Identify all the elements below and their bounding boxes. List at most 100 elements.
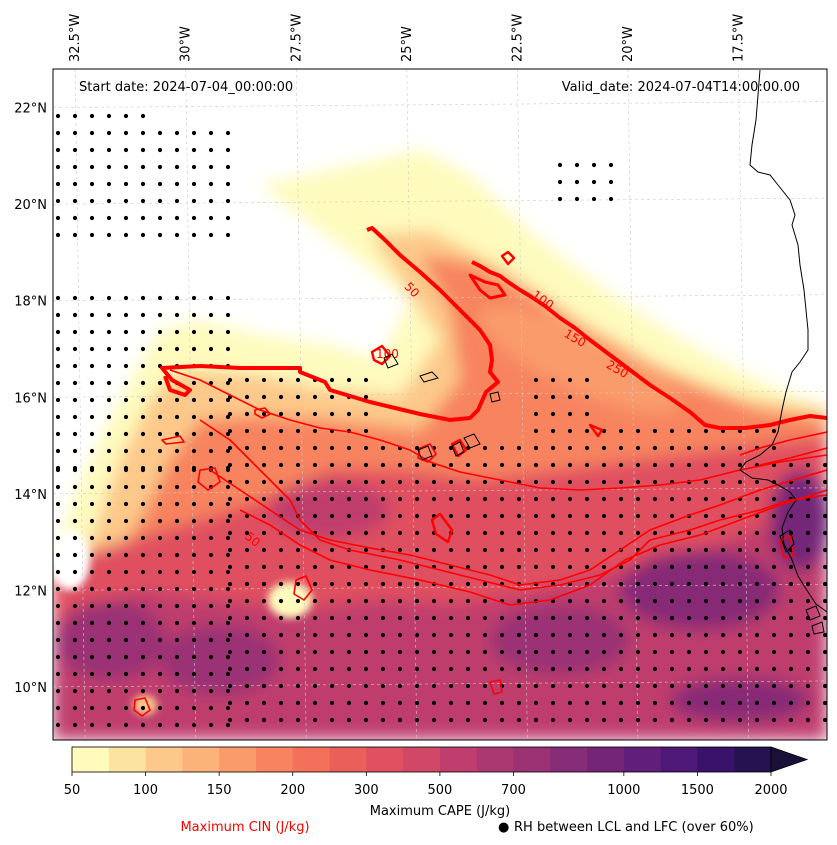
rh-dot xyxy=(191,346,197,352)
rh-dot xyxy=(414,581,420,587)
rh-dot xyxy=(584,411,590,417)
rh-dot xyxy=(754,564,760,570)
rh-dot xyxy=(363,445,369,451)
rh-dot xyxy=(720,598,726,604)
rh-dot xyxy=(482,666,488,672)
rh-dot xyxy=(329,394,335,400)
rh-dot xyxy=(346,411,352,417)
rh-dot xyxy=(244,598,250,604)
rh-dot xyxy=(244,581,250,587)
rh-dot xyxy=(431,649,437,655)
rh-dot xyxy=(174,215,180,221)
cin-contour-250 xyxy=(239,489,827,606)
rh-dot xyxy=(191,198,197,204)
rh-dot xyxy=(499,649,505,655)
rh-dot xyxy=(516,513,522,519)
rh-dot xyxy=(191,586,197,592)
rh-dot xyxy=(550,479,556,485)
rh-dot xyxy=(261,377,267,383)
rh-dot xyxy=(584,547,590,553)
rh-dot xyxy=(157,215,163,221)
rh-dot xyxy=(55,397,61,403)
rh-dot xyxy=(261,479,267,485)
rh-dot xyxy=(516,615,522,621)
rh-dot xyxy=(244,394,250,400)
rh-dot xyxy=(295,649,301,655)
rh-dot xyxy=(431,700,437,706)
lon-gridline-6 xyxy=(738,69,749,740)
rh-dot xyxy=(618,598,624,604)
rh-dot xyxy=(414,598,420,604)
rh-dot xyxy=(397,462,403,468)
rh-dot xyxy=(72,586,78,592)
rh-dot xyxy=(72,113,78,119)
cin-small-loop-6 xyxy=(430,512,454,544)
rh-dot xyxy=(533,428,539,434)
rh-dot xyxy=(669,717,675,723)
rh-dot xyxy=(106,518,112,524)
rh-dot xyxy=(788,598,794,604)
rh-dot xyxy=(601,479,607,485)
rh-dot xyxy=(295,717,301,723)
rh-dot xyxy=(397,615,403,621)
rh-dot xyxy=(157,501,163,507)
rh-dot xyxy=(227,717,233,723)
rh-dot xyxy=(89,705,95,711)
rh-dot xyxy=(363,615,369,621)
rh-dot xyxy=(737,717,743,723)
rh-dot xyxy=(261,666,267,672)
rh-dot xyxy=(89,164,95,170)
rh-dot xyxy=(703,649,709,655)
rh-dot xyxy=(278,462,284,468)
rh-dot xyxy=(669,581,675,587)
rh-dot xyxy=(601,717,607,723)
rh-dot xyxy=(123,329,129,335)
rh-dot xyxy=(533,649,539,655)
rh-dot xyxy=(533,717,539,723)
rh-dot xyxy=(703,717,709,723)
rh-dot xyxy=(244,649,250,655)
rh-dot xyxy=(329,377,335,383)
rh-dot xyxy=(346,683,352,689)
rh-dot xyxy=(720,547,726,553)
rh-dot xyxy=(669,445,675,451)
rh-dot xyxy=(737,615,743,621)
rh-dot xyxy=(329,479,335,485)
rh-dot xyxy=(174,414,180,420)
rh-dot xyxy=(567,428,573,434)
rh-dot xyxy=(312,496,318,502)
rh-dot xyxy=(771,632,777,638)
rh-dot xyxy=(157,329,163,335)
rh-dot xyxy=(380,496,386,502)
rh-dot xyxy=(754,717,760,723)
rh-dot xyxy=(618,649,624,655)
rh-dot xyxy=(55,431,61,437)
rh-dot xyxy=(55,467,61,473)
rh-legend: ● RH between LCL and LFC (over 60%) xyxy=(498,820,754,835)
rh-dot xyxy=(465,649,471,655)
rh-dot xyxy=(720,717,726,723)
rh-dot xyxy=(227,377,233,383)
rh-dot xyxy=(157,380,163,386)
rh-dot xyxy=(822,462,827,468)
rh-dot xyxy=(123,397,129,403)
latitude-tick-labels: 22°N 20°N 18°N 16°N 14°N 12°N 10°N xyxy=(14,102,47,696)
rh-dot xyxy=(295,377,301,383)
rh-dot xyxy=(533,547,539,553)
rh-dot xyxy=(89,363,95,369)
rh-dot xyxy=(652,581,658,587)
rh-dot xyxy=(567,445,573,451)
rh-dot xyxy=(448,479,454,485)
cin-label-6: 100 xyxy=(376,347,399,361)
rh-dot xyxy=(261,581,267,587)
rh-dot xyxy=(550,717,556,723)
rh-dot xyxy=(227,581,233,587)
rh-dot xyxy=(225,329,231,335)
rh-dot xyxy=(465,700,471,706)
rh-dot xyxy=(601,683,607,689)
rh-dot xyxy=(822,666,827,672)
rh-dot xyxy=(329,411,335,417)
rh-dot xyxy=(174,688,180,694)
rh-dot xyxy=(363,462,369,468)
rh-dot xyxy=(635,615,641,621)
